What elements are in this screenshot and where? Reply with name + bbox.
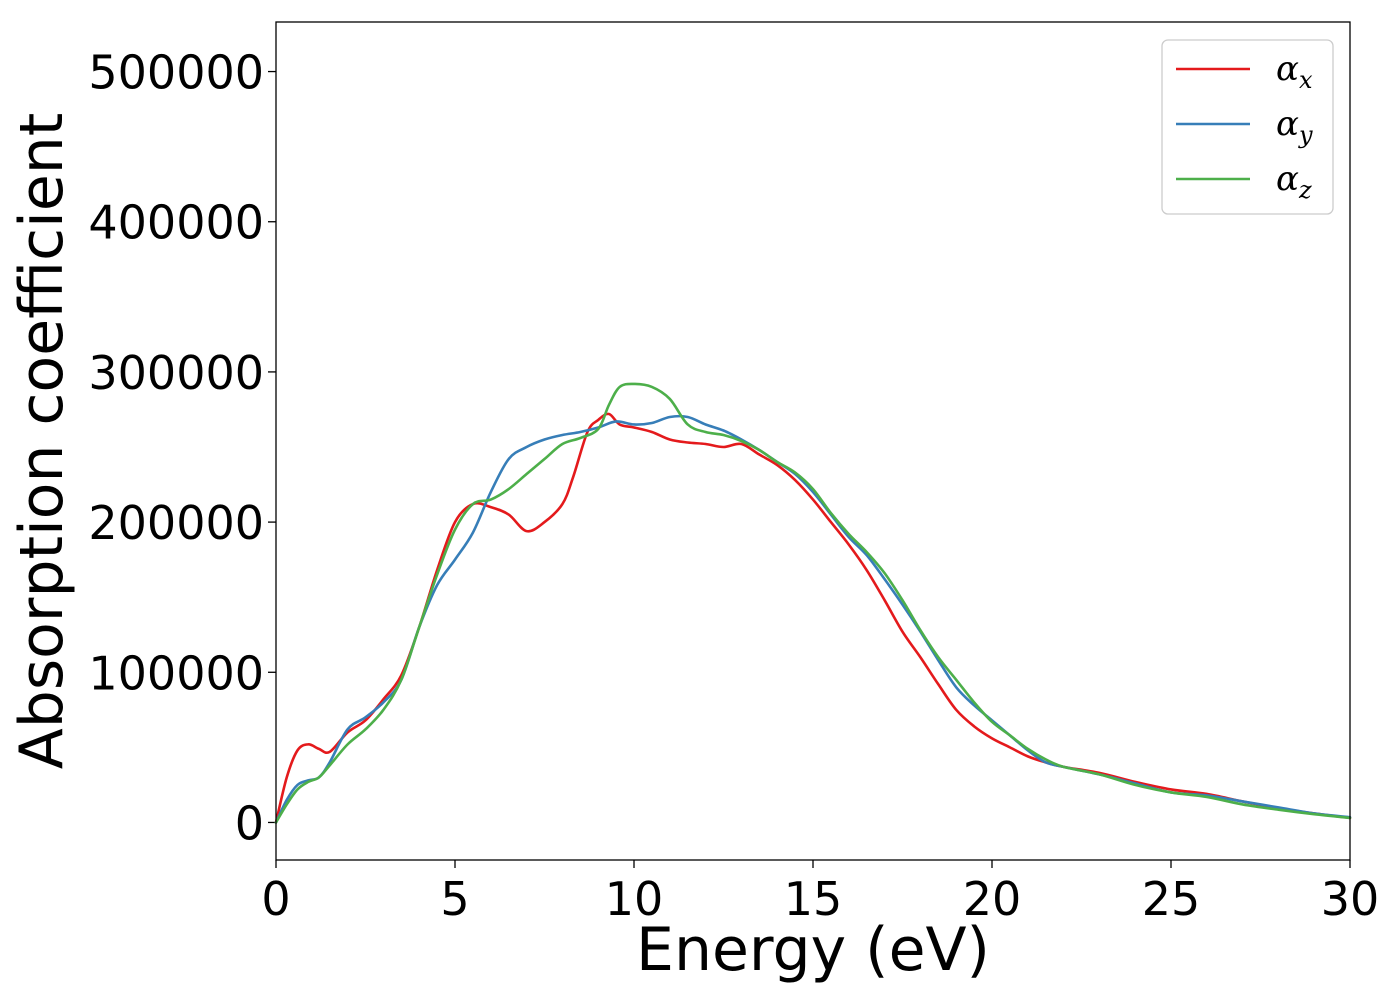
legend-label-z: αz [1276,159,1312,204]
y-axis-label: Absorption coefficient [7,113,77,770]
x-tick-label: 20 [963,872,1022,926]
x-tick-label: 10 [605,872,664,926]
y-tick-label: 400000 [88,196,264,250]
plot-frame [275,21,1351,861]
x-axis-ticks: 0 5 10 15 20 25 30 [261,860,1379,926]
series-layer [274,382,1352,824]
x-tick-label: 25 [1142,872,1201,926]
y-tick-label: 0 [235,796,264,850]
legend-label-y: αy [1276,104,1313,149]
series-line-z [274,382,1352,824]
y-tick-label: 500000 [88,46,264,100]
x-tick-label: 30 [1321,872,1380,926]
y-tick-label: 300000 [88,346,264,400]
legend-box [1161,39,1334,215]
legend-entries: αx αy αz [1176,49,1313,204]
x-tick-label: 15 [784,872,843,926]
y-tick-label: 200000 [88,496,264,550]
x-tick-label: 5 [440,872,469,926]
x-tick-label: 0 [261,872,290,926]
y-tick-label: 100000 [88,646,264,700]
x-axis-label: Energy (eV) [636,915,990,985]
legend: αx αy αz [1161,39,1334,215]
legend-label-x: αx [1276,49,1313,94]
y-axis-ticks: 0 100000 200000 300000 400000 500000 [88,46,276,850]
